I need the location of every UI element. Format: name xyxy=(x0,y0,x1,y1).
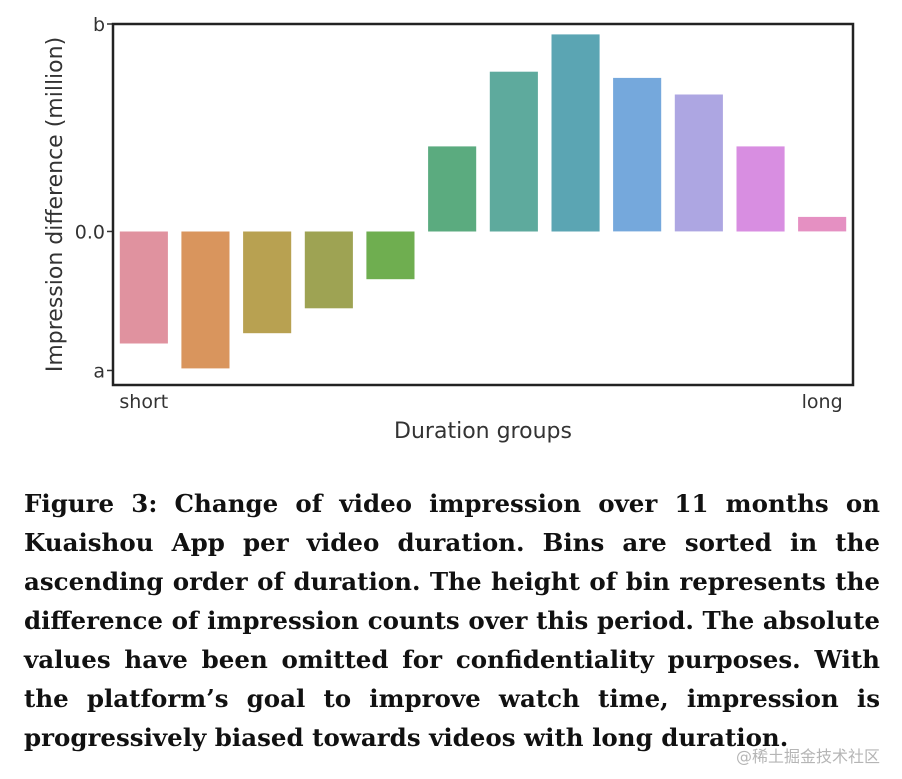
y-tick-label: b xyxy=(93,14,105,36)
y-tick-label: a xyxy=(93,360,105,382)
bar-3 xyxy=(243,231,292,334)
y-axis-ticks: b 0.0 a xyxy=(75,14,113,382)
figure-caption: Figure 3: Change of video impression ove… xyxy=(24,489,880,752)
bar-5 xyxy=(366,231,415,280)
y-tick-label: 0.0 xyxy=(75,221,105,243)
bar-chart: b 0.0 a short long Duration groups Impress… xyxy=(43,14,855,444)
bar-6 xyxy=(428,146,477,232)
bar-7 xyxy=(489,71,538,232)
bar-1 xyxy=(119,231,168,344)
bar-4 xyxy=(304,231,353,309)
x-tick-label-long: long xyxy=(802,391,843,413)
y-axis-title: Impression difference (million) xyxy=(43,37,68,372)
bar-9 xyxy=(613,77,662,232)
bars-group xyxy=(119,34,847,369)
x-axis-title: Duration groups xyxy=(394,419,572,444)
bar-11 xyxy=(736,146,785,232)
watermark: @稀土掘金技术社区 xyxy=(735,747,880,766)
plot-frame xyxy=(111,22,855,387)
bar-12 xyxy=(798,216,847,232)
x-tick-label-short: short xyxy=(119,391,168,413)
bar-10 xyxy=(674,94,723,232)
bar-2 xyxy=(181,231,230,369)
bar-8 xyxy=(551,34,600,232)
